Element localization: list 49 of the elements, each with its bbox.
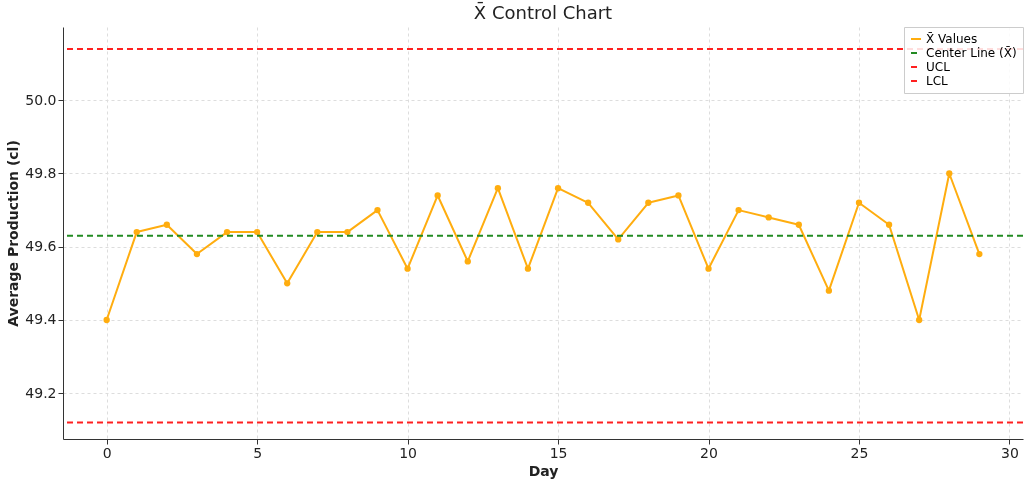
y-tick-label: 49.2 xyxy=(25,384,57,401)
point xyxy=(705,265,712,272)
point xyxy=(464,258,471,265)
y-tick-label: 49.6 xyxy=(25,238,57,255)
y-tick-label: 50.0 xyxy=(25,91,57,108)
point xyxy=(284,280,291,287)
point xyxy=(103,316,110,324)
x-tick-label: 10 xyxy=(399,444,417,461)
point xyxy=(374,206,381,214)
legend-label: UCL xyxy=(926,60,951,74)
point xyxy=(193,250,201,258)
point xyxy=(885,221,893,228)
point xyxy=(615,236,622,243)
point xyxy=(765,214,772,221)
x-tick-label: 20 xyxy=(700,444,718,461)
x-axis-title: Day xyxy=(528,462,559,479)
y-axis-title: Average Production (cl) xyxy=(5,140,22,327)
legend-label: Center Line (X̄) xyxy=(926,45,1017,60)
point xyxy=(554,184,562,192)
y-tick-label: 49.4 xyxy=(25,311,57,328)
legend-label: X̄ Values xyxy=(926,31,978,46)
point xyxy=(163,221,170,228)
point xyxy=(344,228,351,236)
point xyxy=(735,206,742,214)
x-tick-label: 5 xyxy=(253,444,263,461)
point xyxy=(434,192,441,199)
chart-title: X̄ Control Chart xyxy=(473,1,613,23)
x-tick-label: 25 xyxy=(850,444,869,461)
point xyxy=(223,228,231,236)
x-tick-label: 15 xyxy=(549,444,568,461)
point xyxy=(855,199,863,206)
x-tick-label: 0 xyxy=(102,444,112,461)
point xyxy=(133,228,140,236)
point xyxy=(584,199,592,206)
legend-label: LCL xyxy=(926,74,949,88)
point xyxy=(916,316,923,324)
point xyxy=(946,170,953,177)
point xyxy=(795,221,802,228)
point xyxy=(675,192,682,199)
y-tick-label: 49.8 xyxy=(25,164,57,181)
point xyxy=(976,250,983,258)
x-tick-label: 30 xyxy=(1001,444,1019,461)
point xyxy=(645,199,652,206)
point xyxy=(825,287,833,294)
point xyxy=(253,228,261,236)
point xyxy=(314,228,321,236)
point xyxy=(524,265,532,272)
point xyxy=(494,184,502,192)
point xyxy=(404,265,411,272)
